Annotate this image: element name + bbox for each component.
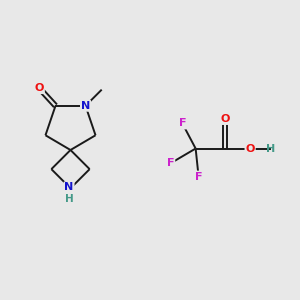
Text: N: N [81, 101, 90, 111]
Text: N: N [64, 182, 74, 192]
Text: H: H [65, 194, 74, 205]
Text: F: F [167, 158, 174, 168]
Text: O: O [220, 114, 230, 124]
Text: O: O [34, 83, 44, 93]
Text: H: H [266, 143, 275, 154]
Text: O: O [245, 143, 255, 154]
Text: F: F [195, 172, 202, 182]
Text: F: F [178, 118, 186, 128]
